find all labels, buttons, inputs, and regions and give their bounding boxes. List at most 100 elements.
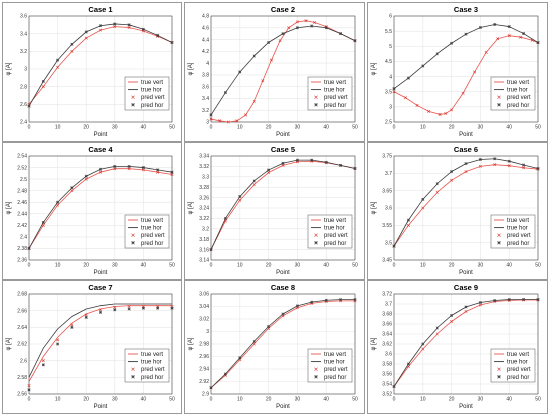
legend-item: true vert [128, 218, 163, 224]
x-tick-label: 20 [266, 125, 272, 131]
chart-panel-case-2: Case 2 3 3.2 3.4 3.6 3.8 4 4.2 4.4 4.6 4.8 0 10 20 30 4… [184, 2, 365, 142]
data-point-pred-vert [56, 65, 60, 69]
y-tick-label: 3.06 [199, 292, 209, 298]
data-point-pred-vert [244, 113, 248, 117]
data-point-pred-hor [127, 23, 131, 27]
x-tick-label: 50 [535, 397, 541, 403]
legend-item: pred hor [314, 103, 346, 109]
data-point-pred-hor [41, 220, 45, 224]
x-tick-label: 10 [420, 397, 426, 403]
chart-title: Case 3 [454, 5, 478, 14]
data-point-pred-hor [435, 182, 439, 186]
y-tick-label: 6 [389, 14, 392, 20]
marker-stroke [530, 38, 534, 42]
y-tick-label: 3.02 [199, 317, 209, 323]
legend-item: pred hor [497, 241, 529, 247]
data-point-pred-vert [484, 50, 488, 54]
data-point-pred-hor [478, 157, 482, 161]
data-point-pred-hor [536, 297, 540, 302]
chart-panel-case-4: Case 4 2.36 2.38 2.4 2.42 2.44 2.46 2.48 2.5 2.52… [2, 142, 182, 280]
data-point-pred-hor [56, 200, 60, 204]
x-tick-label: 50 [535, 125, 541, 131]
marker-stroke [141, 168, 145, 172]
data-point-pred-hor [84, 30, 88, 34]
legend-label: pred hor [507, 375, 529, 381]
data-point-pred-hor [536, 41, 540, 45]
y-tick-label: 2.44 [17, 211, 27, 217]
y-axis-label: φ [A] [6, 337, 12, 350]
data-point-pred-vert [252, 183, 256, 187]
marker-stroke [113, 167, 117, 171]
plot-frame [28, 155, 173, 261]
marker-stroke [252, 342, 256, 346]
data-point-pred-vert [70, 49, 74, 53]
legend-swatch-marker [131, 95, 135, 99]
legend-item: pred vert [497, 233, 531, 239]
data-point-pred-vert [223, 219, 227, 223]
y-tick-label: 3.4 [20, 31, 27, 37]
legend-item: pred hor [131, 241, 163, 247]
legend-label: true hor [141, 360, 162, 366]
data-point-pred-hor [267, 324, 271, 329]
y-axis-label: φ [A] [371, 201, 377, 214]
data-point-pred-hor [41, 79, 45, 83]
legend-label: true vert [141, 352, 163, 358]
x-tick-label: 10 [55, 263, 61, 269]
x-tick-label: 0 [393, 397, 396, 403]
marker-stroke [496, 37, 500, 41]
y-tick-label: 3.75 [382, 154, 392, 160]
data-point-pred-vert [415, 103, 419, 107]
y-tick-label: 4.8 [202, 14, 209, 20]
marker-stroke [519, 35, 523, 39]
marker-stroke [450, 178, 454, 182]
legend-label: pred vert [141, 367, 165, 373]
legend-swatch-marker [497, 233, 501, 237]
data-point-pred-vert [70, 189, 74, 193]
chart-panel-case-6: Case 6 3.45 3.5 3.55 3.6 3.65 3.7 3.75 0 10 20 30 40… [367, 142, 548, 280]
data-point-pred-hor [98, 167, 103, 171]
x-tick-label: 50 [169, 263, 175, 269]
marker-stroke [478, 164, 482, 168]
legend-swatch-marker [314, 367, 318, 371]
legend-label: true vert [141, 80, 163, 86]
chart-title: Case 2 [271, 5, 295, 14]
y-tick-label: 2.64 [17, 325, 27, 331]
data-point-pred-hor [27, 246, 31, 250]
marker-stroke [295, 20, 299, 24]
data-point-pred-hor [252, 54, 256, 58]
data-point-pred-hor [507, 297, 511, 302]
legend-label: pred vert [141, 233, 165, 239]
data-point-pred-vert [435, 190, 439, 194]
data-point-pred-vert [27, 384, 31, 388]
data-point-pred-hor [392, 384, 396, 389]
data-point-pred-hor [56, 342, 60, 346]
chart-svg: Case 8 2.9 2.92 2.94 2.96 2.98 3 3.02 3.04 3.06 0 1… [188, 283, 358, 410]
data-point-pred-hor [507, 159, 511, 163]
marker-stroke [287, 26, 291, 30]
data-point-pred-vert [113, 305, 117, 309]
y-tick-label: 5.5 [385, 29, 392, 35]
data-point-pred-vert [304, 19, 308, 23]
y-tick-label: 3.66 [382, 322, 392, 328]
y-tick-label: 4 [389, 74, 392, 80]
chart-svg: Case 6 3.45 3.5 3.55 3.6 3.65 3.7 3.75 0 10 20 30 40… [371, 145, 541, 276]
data-point-pred-vert [113, 25, 117, 29]
data-point-pred-vert [444, 112, 448, 116]
legend-item: true vert [494, 352, 529, 358]
y-tick-label: 2.5 [20, 177, 27, 183]
y-tick-label: 3.14 [199, 258, 209, 264]
y-tick-label: 3.64 [382, 332, 392, 338]
legend-swatch-marker [497, 367, 501, 371]
legend-item: pred vert [314, 233, 348, 239]
legend-label: pred hor [141, 103, 163, 109]
data-point-pred-vert [141, 168, 145, 172]
legend-label: true hor [141, 226, 162, 232]
data-point-pred-hor [406, 76, 410, 80]
x-tick-label: 0 [210, 397, 213, 403]
y-tick-label: 3.2 [202, 108, 209, 114]
data-point-pred-hor [27, 388, 31, 392]
data-point-pred-vert [404, 96, 408, 100]
legend-item: pred hor [131, 375, 163, 381]
marker-stroke [269, 58, 273, 62]
